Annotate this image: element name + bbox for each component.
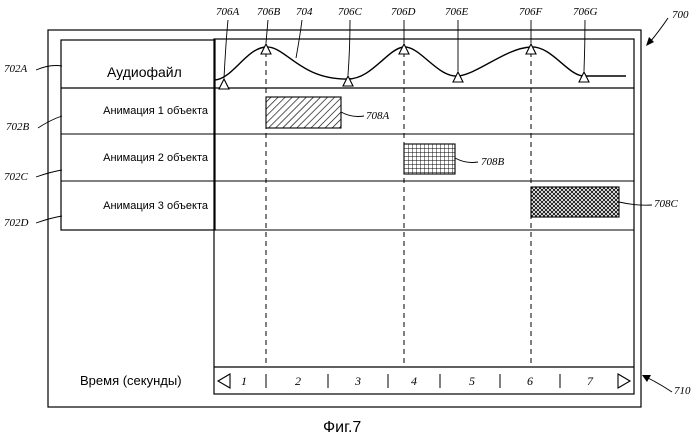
marker-leaders bbox=[223, 19, 586, 79]
row-label-1: Анимация 1 объекта bbox=[103, 105, 208, 117]
timeline-axis-label: Время (секунды) bbox=[80, 373, 182, 388]
tick-label-4: 4 bbox=[411, 374, 417, 388]
leader-708A bbox=[340, 111, 365, 117]
leader-702C bbox=[35, 169, 63, 178]
tick-label-3: 3 bbox=[355, 374, 361, 388]
ref-706B: 706B bbox=[257, 6, 281, 18]
ref-704: 704 bbox=[296, 6, 313, 18]
block-708A bbox=[265, 96, 342, 129]
tick-label-1: 1 bbox=[241, 374, 247, 388]
ref-708B: 708B bbox=[481, 156, 505, 168]
marker-706E-icon bbox=[452, 70, 464, 83]
ref-706C: 706C bbox=[338, 6, 362, 18]
triangle-right-icon[interactable] bbox=[617, 373, 632, 389]
ref-706D: 706D bbox=[391, 6, 416, 18]
leader-710 bbox=[647, 377, 673, 393]
leader-702D bbox=[35, 215, 63, 224]
ref-708C: 708C bbox=[654, 198, 678, 210]
marker-706F-icon bbox=[525, 42, 537, 55]
outer-frame bbox=[47, 29, 642, 408]
ref-702A: 702A bbox=[4, 63, 28, 75]
marker-706G-icon bbox=[578, 70, 590, 83]
ref-706G: 706G bbox=[573, 6, 598, 18]
ref-710: 710 bbox=[674, 385, 691, 397]
tick-label-2: 2 bbox=[295, 374, 301, 388]
ref-706F: 706F bbox=[519, 6, 543, 18]
ref-706A: 706A bbox=[216, 6, 240, 18]
ref-702D: 702D bbox=[4, 217, 29, 229]
ref-702C: 702C bbox=[4, 171, 28, 183]
tick-label-7: 7 bbox=[587, 374, 593, 388]
marker-706B-icon bbox=[260, 42, 272, 55]
leader-702A bbox=[35, 65, 63, 71]
timeline-panel bbox=[213, 38, 635, 395]
audio-row-label: Аудиофайл bbox=[107, 64, 182, 80]
ref-708A: 708A bbox=[366, 110, 390, 122]
leader-708B bbox=[454, 157, 479, 163]
ref-700-leader bbox=[649, 17, 669, 43]
leader-702B bbox=[37, 115, 63, 129]
tick-label-5: 5 bbox=[469, 374, 475, 388]
marker-706C-icon bbox=[342, 74, 354, 87]
triangle-left-icon[interactable] bbox=[216, 373, 231, 389]
marker-706A-icon bbox=[218, 77, 230, 90]
block-708C bbox=[530, 186, 620, 218]
block-708B bbox=[403, 143, 456, 175]
ref-710-arrowhead bbox=[642, 375, 651, 382]
figure-caption: Фиг.7 bbox=[323, 419, 362, 436]
leader-708C bbox=[618, 201, 653, 206]
marker-706D-icon bbox=[398, 42, 410, 55]
timeline-ticks bbox=[265, 374, 561, 388]
audio-waveform bbox=[213, 46, 626, 81]
tick-label-6: 6 bbox=[527, 374, 533, 388]
ref-702B: 702B bbox=[6, 121, 30, 133]
row-label-2: Анимация 2 объекта bbox=[103, 152, 208, 164]
ref-700: 700 bbox=[672, 9, 689, 21]
row-label-3: Анимация 3 объекта bbox=[103, 200, 208, 212]
marker-triangles bbox=[218, 42, 590, 90]
ref-706E: 706E bbox=[445, 6, 469, 18]
ref-700-arrowhead bbox=[646, 37, 654, 46]
